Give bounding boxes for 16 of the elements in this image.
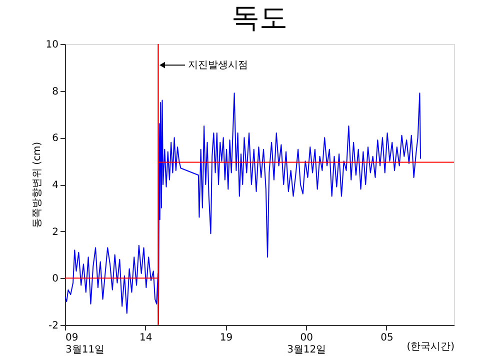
y-tick-label: 10 (46, 40, 58, 50)
y-axis-title: 동쪽방향변위 (cm) (32, 142, 43, 228)
y-tick-label: -2 (48, 320, 58, 332)
y-tick-label: 4 (52, 180, 58, 191)
y-tick-label: 6 (52, 133, 58, 144)
chart-title: 독도 (232, 1, 288, 34)
x-tick-label: 09 3월11일 (66, 332, 105, 356)
y-tick-label: 0 (52, 274, 58, 285)
x-axis-title: (한국시간) (406, 342, 455, 352)
x-tick-label: 14 (140, 332, 152, 344)
x-tick-label: 19 (220, 332, 233, 344)
x-tick-label: 05 (380, 332, 394, 344)
annotation: 지진발생시점 (188, 60, 248, 72)
x-tick-label: 00 3월12일 (287, 332, 326, 356)
y-tick-label: 2 (52, 226, 58, 238)
y-tick-label: 8 (52, 86, 58, 98)
